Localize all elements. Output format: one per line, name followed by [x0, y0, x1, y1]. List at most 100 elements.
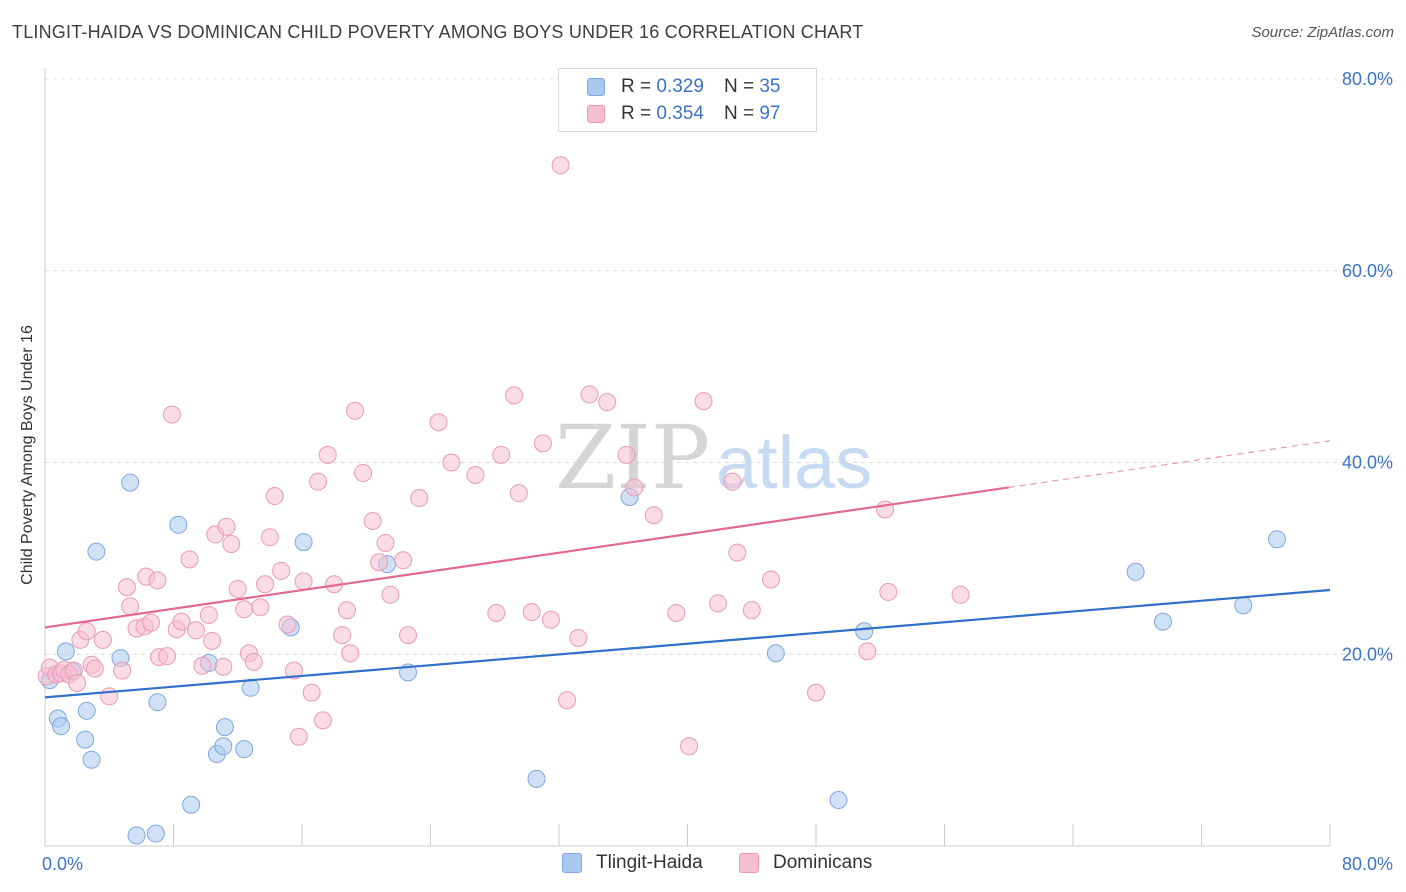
dominican-point: [625, 478, 644, 497]
y-tick-label: 20.0%: [1342, 644, 1393, 664]
x-tick-label: 0.0%: [42, 854, 83, 874]
tlingit-haida-point: [294, 533, 313, 552]
dominican-point: [294, 572, 313, 591]
tlingit-haida-point: [87, 542, 106, 561]
dominican-point: [558, 691, 577, 710]
tlingit-haida-point: [215, 718, 234, 737]
dominican-point: [694, 392, 713, 411]
dominican-point: [222, 534, 241, 553]
dominican-point: [951, 585, 970, 604]
series-legend-dominicans: Dominicans: [739, 852, 872, 874]
y-tick-label: 40.0%: [1342, 453, 1393, 473]
series-legend-label: Dominicans: [773, 852, 873, 873]
dominican-point: [148, 571, 167, 590]
series-swatch-pink: [739, 853, 759, 873]
dominican-point: [505, 386, 524, 405]
tlingit-haida-point: [56, 642, 75, 661]
dominican-point: [370, 553, 389, 572]
legend-r-label: R =: [621, 103, 652, 124]
tlingit-haida-point: [766, 644, 785, 663]
dominican-point: [85, 659, 104, 678]
legend-r-value: 0.354: [656, 103, 704, 124]
dominican-point: [318, 445, 337, 464]
dominican-point: [410, 488, 429, 507]
tlingit-haida-point: [829, 790, 848, 809]
tick-labels: 20.0% 40.0% 60.0% 80.0% 0.0% 80.0%: [42, 69, 1393, 874]
dominican-point: [742, 601, 761, 620]
tlingit-haida-point: [241, 678, 260, 697]
dominican-point: [541, 610, 560, 629]
tlingit-haida-point: [1153, 612, 1172, 631]
dominican-point: [644, 506, 663, 525]
dominican-point: [68, 674, 87, 693]
series-legend-tlingit: Tlingit-Haida: [562, 852, 703, 874]
watermark: ZIP atlas: [555, 406, 872, 509]
dominican-point: [260, 528, 279, 547]
tlingit-haida-point: [127, 826, 146, 845]
series-legend: Tlingit-Haida Dominicans: [0, 852, 1406, 878]
dominican-point: [492, 445, 511, 464]
tlingit-haida-point: [52, 717, 71, 736]
dominican-point: [193, 656, 212, 675]
dominican-point: [466, 465, 485, 484]
dominican-point: [235, 600, 254, 619]
dominican-point: [533, 434, 552, 453]
dominican-point: [709, 594, 728, 613]
dominican-point: [113, 661, 132, 680]
tlingit-haida-point: [235, 740, 254, 759]
legend-n-value: 97: [759, 103, 781, 124]
dominican-point: [376, 534, 395, 553]
dominican-point: [256, 575, 275, 594]
dominican-point: [680, 737, 699, 756]
dominican-point: [394, 551, 413, 570]
dominican-point: [723, 472, 742, 491]
grid-lines: [45, 78, 1392, 655]
dominican-point: [354, 464, 373, 483]
dominican-point: [509, 484, 528, 503]
x-tick-label: 80.0%: [1342, 854, 1393, 874]
tlingit-haida-point: [76, 730, 95, 749]
dominican-point: [551, 156, 570, 175]
dominican-point: [580, 385, 599, 404]
dominican-point: [77, 622, 96, 641]
dominican-point: [309, 472, 328, 491]
dominican-point: [186, 621, 205, 640]
stats-legend: R = 0.329 N = 35 R = 0.354 N = 97: [558, 68, 817, 132]
dominican-point: [172, 612, 191, 631]
dominican-point: [158, 647, 177, 666]
tlingit-haida-trend-line: [44, 588, 1331, 699]
dominican-point: [313, 711, 332, 730]
dominican-point: [341, 644, 360, 663]
tlingit-haida-point: [82, 750, 101, 769]
chart-title: TLINGIT-HAIDA VS DOMINICAN CHILD POVERTY…: [12, 22, 864, 42]
legend-row-tlingit: R = 0.329 N = 35: [587, 75, 780, 99]
tlingit-haida-point: [1234, 596, 1253, 615]
legend-row-dominicans: R = 0.354 N = 97: [587, 102, 780, 126]
series-legend-label: Tlingit-Haida: [596, 852, 703, 873]
dominican-point: [333, 626, 352, 645]
dominican-point: [429, 413, 448, 432]
dominican-point: [278, 615, 297, 634]
dominican-point: [487, 604, 506, 623]
dominican-point: [617, 445, 636, 464]
tlingit-haida-point: [146, 824, 165, 843]
dominican-point: [728, 543, 747, 562]
dominican-point: [180, 550, 199, 569]
dominican-point: [879, 582, 898, 601]
tlingit-haida-point: [527, 769, 546, 788]
axes: [44, 68, 1331, 847]
trend-lines: [44, 440, 1331, 699]
dominican-point: [142, 613, 161, 632]
tlingit-haida-point: [1267, 530, 1286, 549]
dominican-point: [93, 630, 112, 649]
tlingit-haida-point: [855, 622, 874, 641]
dominican-point: [121, 597, 140, 616]
tlingit-haida-point: [77, 701, 96, 720]
dominican-point: [228, 580, 247, 599]
dominican-point: [199, 605, 218, 624]
dominican-point: [667, 604, 686, 623]
tlingit-haida-point: [148, 693, 167, 712]
dominican-point: [272, 561, 291, 580]
tlingit-haida-point: [1126, 562, 1145, 581]
